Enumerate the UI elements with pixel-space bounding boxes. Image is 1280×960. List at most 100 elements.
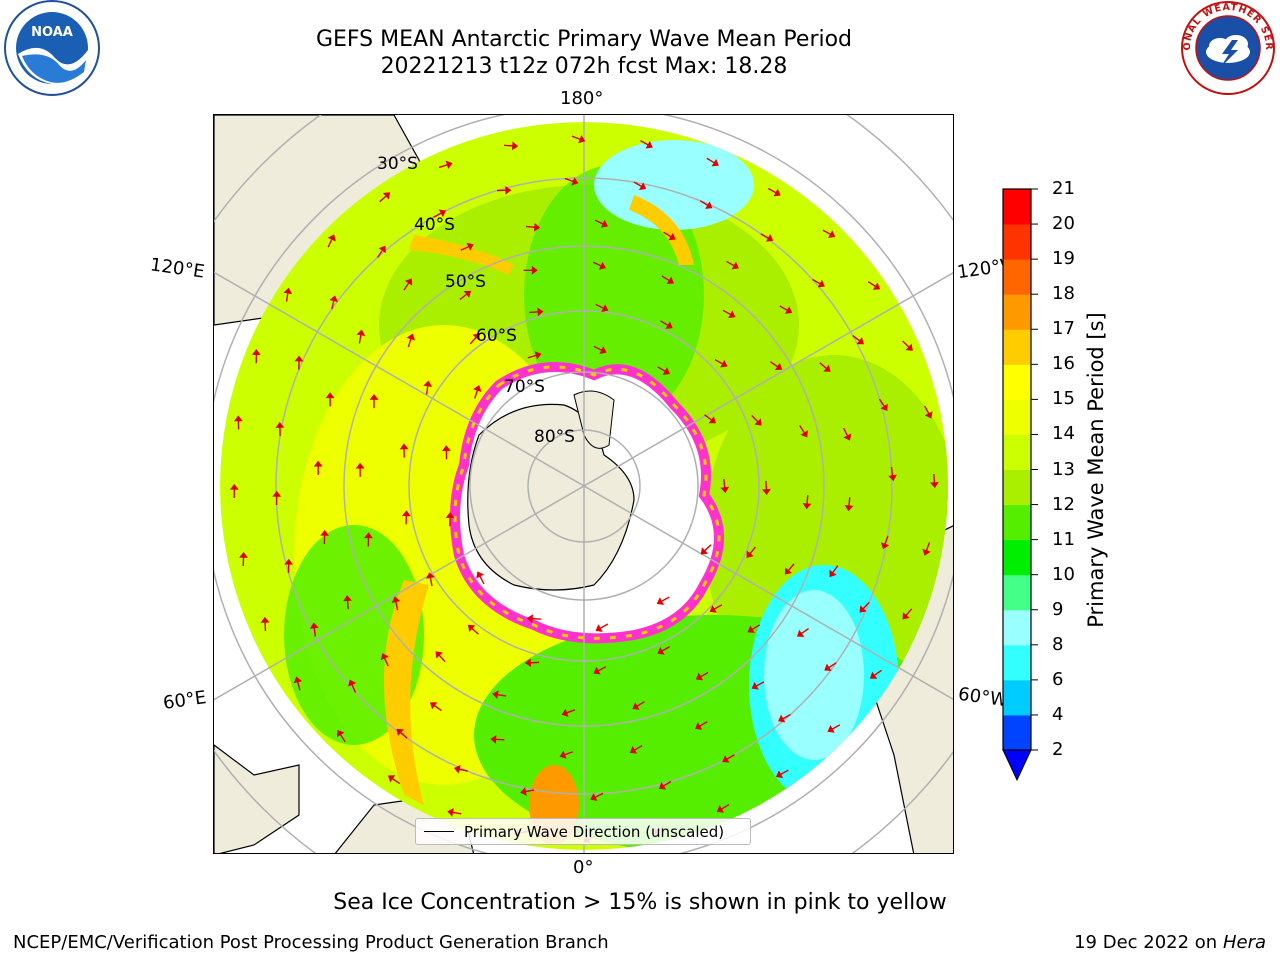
wave-arrow-head <box>645 140 653 149</box>
wave-arrow-head <box>511 141 519 151</box>
wave-arrow <box>379 195 387 203</box>
wave-arrow-head <box>599 346 607 354</box>
colorbar-segment <box>1003 259 1031 295</box>
wave-arrow-head <box>445 160 453 170</box>
colorbar-segment <box>1003 189 1031 225</box>
wave-arrow-head <box>731 261 739 270</box>
wave-arrow <box>755 681 765 687</box>
wave-arrow <box>699 721 708 727</box>
wave-arrow <box>566 709 576 714</box>
colorbar-segment <box>1003 644 1031 681</box>
wave-arrow <box>706 157 715 164</box>
wave-arrow <box>812 278 821 285</box>
wave-arrow-head <box>856 337 864 345</box>
wave-arrow <box>831 724 841 730</box>
wave-arrow <box>474 389 479 399</box>
wave-arrow-head <box>429 702 438 710</box>
colorbar-segment <box>1003 679 1031 716</box>
wave-arrow-head <box>272 490 282 497</box>
wave-arrow-head <box>401 510 411 517</box>
wave-arrow <box>780 769 789 776</box>
wave-arrow <box>657 366 666 373</box>
wave-arrow <box>760 233 770 239</box>
wave-arrow <box>819 362 828 370</box>
wave-arrow-head <box>828 230 836 239</box>
wave-arrow-head <box>447 808 454 817</box>
wave-arrow <box>597 666 607 672</box>
wave-arrow-head <box>722 755 730 763</box>
wave-arrow <box>832 565 839 574</box>
wave-arrow <box>749 546 757 555</box>
lon-label-0: 0° <box>573 857 594 878</box>
wave-arrow <box>924 405 930 415</box>
wave-arrow-head <box>859 605 867 613</box>
wave-arrow-head <box>472 333 480 341</box>
footer-credit: NCEP/EMC/Verification Post Processing Pr… <box>13 932 609 953</box>
wave-arrow-head <box>695 672 704 681</box>
wave-arrow <box>662 780 672 787</box>
nws-logo: NATIONAL WEATHER SERVICE <box>1176 0 1275 95</box>
wave-arrow <box>884 535 889 545</box>
wave-arrow <box>779 305 789 311</box>
wave-arrow-head <box>453 765 461 774</box>
wave-arrow <box>351 683 357 693</box>
wave-arrow-head <box>720 359 728 368</box>
wave-arrow-head <box>728 310 736 319</box>
wave-arrow-head <box>505 185 512 195</box>
colorbar-segment <box>1003 714 1031 751</box>
colorbar-tick-label: 15 <box>1052 388 1075 410</box>
wave-arrow <box>842 427 849 437</box>
colorbar-segment <box>1003 434 1031 470</box>
wave-arrow <box>433 704 442 712</box>
colorbar-tick-label: 13 <box>1052 458 1075 480</box>
wave-arrow-head <box>658 782 667 790</box>
wave-arrow <box>878 398 886 407</box>
wave-arrow <box>787 563 795 572</box>
wave-arrow <box>495 738 505 741</box>
wave-arrow-head <box>817 279 825 288</box>
wave-arrow-head <box>754 418 762 426</box>
lat-label-30: 30°S <box>377 154 418 174</box>
wave-arrow-head <box>598 261 606 270</box>
wave-arrow-head <box>229 483 239 490</box>
colorbar-segment <box>1003 224 1031 260</box>
polar-map: 30°S 40°S 50°S 60°S 70°S 80°S <box>214 115 953 853</box>
latitude-labels: 30°S 40°S 50°S 60°S 70°S 80°S <box>377 154 575 447</box>
wave-arrow-head <box>600 219 608 228</box>
wave-arrow <box>633 744 643 751</box>
wave-arrow-head <box>872 282 881 290</box>
wave-arrow-head <box>260 616 270 623</box>
wave-arrow <box>661 275 670 282</box>
wave-arrow-head <box>802 503 812 510</box>
wave-arrow-head <box>327 234 336 242</box>
wave-arrow-head <box>746 550 754 558</box>
wave-arrow-head <box>796 629 805 637</box>
wave-arrow <box>564 751 574 756</box>
wave-arrow <box>403 282 410 291</box>
wave-arrow-head <box>762 488 771 496</box>
wave-arrow-head <box>426 572 435 579</box>
wave-arrow-head <box>784 306 793 314</box>
wave-arrow <box>594 792 604 798</box>
wave-arrow-head <box>709 605 717 613</box>
wave-arrow <box>407 338 412 348</box>
wave-arrow-head <box>666 276 674 285</box>
wave-arrow <box>395 601 399 611</box>
wave-arrow <box>497 693 507 697</box>
wave-arrow <box>862 601 870 610</box>
wave-arrow-head <box>638 182 647 190</box>
wave-arrow <box>433 212 442 218</box>
wave-arrow <box>873 669 882 677</box>
map-title: GEFS MEAN Antarctic Primary Wave Mean Pe… <box>315 27 853 52</box>
wave-arrow-head <box>423 380 433 387</box>
colorbar <box>1002 188 1038 782</box>
wave-arrow <box>595 303 605 309</box>
wave-arrow-head <box>593 666 601 675</box>
wave-arrow <box>399 731 408 739</box>
wave-arrow-head <box>283 287 293 295</box>
colorbar-tick-label: 6 <box>1052 668 1064 690</box>
wave-arrow-head <box>930 481 939 489</box>
graticule <box>214 115 953 853</box>
wave-arrow-head <box>309 622 319 629</box>
colorbar-segment <box>1003 504 1031 541</box>
